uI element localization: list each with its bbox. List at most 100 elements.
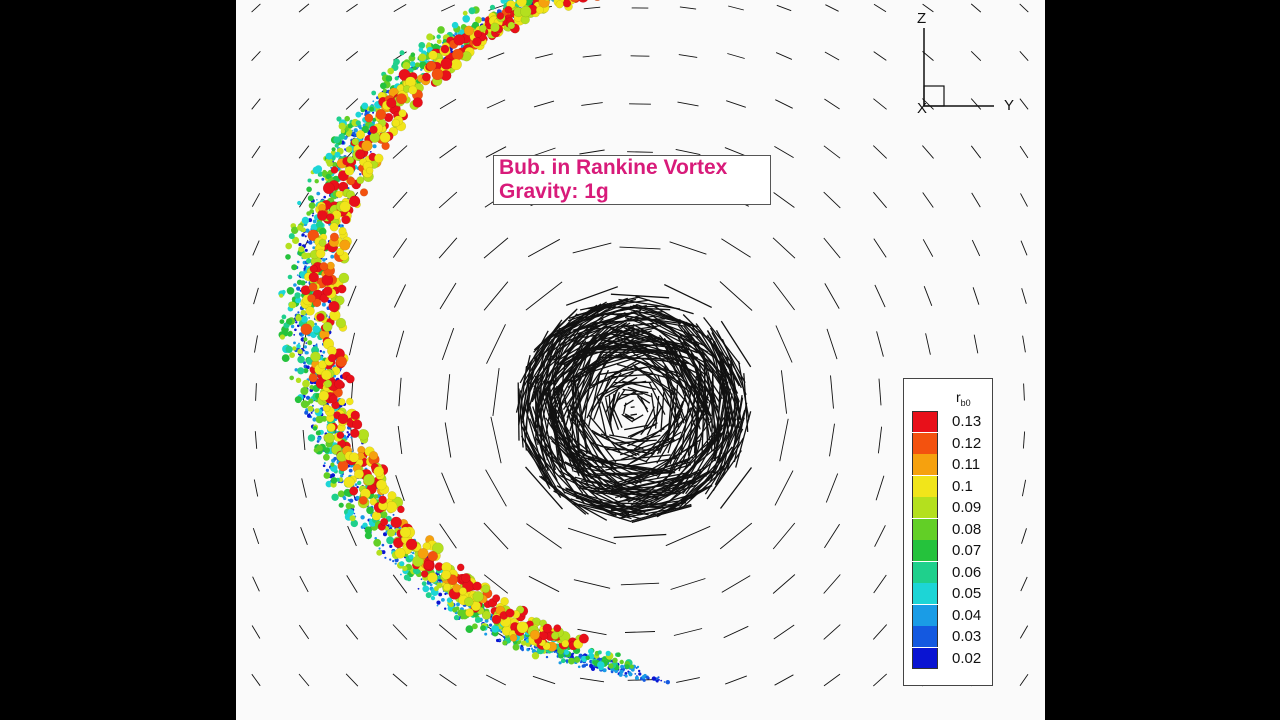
velocity-vector [970, 3, 982, 13]
velocity-vector [774, 674, 794, 686]
bubble [442, 39, 447, 43]
bubble [574, 657, 581, 663]
velocity-vector [392, 624, 408, 640]
velocity-vector [532, 675, 556, 685]
velocity-vector [677, 101, 699, 107]
bubble [309, 264, 318, 273]
bubble [561, 639, 570, 648]
velocity-vector [1020, 240, 1028, 256]
bubble [520, 5, 532, 18]
bubble [484, 632, 488, 636]
velocity-vector [878, 378, 882, 406]
bubble [373, 466, 385, 477]
bubble [331, 147, 336, 152]
bubble [542, 623, 553, 634]
bubble [315, 343, 318, 346]
bubble [300, 309, 307, 316]
bubble [288, 301, 296, 309]
bubble [307, 340, 313, 346]
bubble [502, 635, 505, 639]
velocity-vector [719, 522, 753, 550]
velocity-vector [299, 575, 309, 593]
velocity-vector [525, 466, 563, 510]
velocity-vector [555, 361, 566, 442]
bubble [308, 282, 318, 292]
velocity-vector [345, 673, 359, 687]
bubble [331, 161, 338, 168]
bubble [361, 102, 369, 110]
velocity-vector [971, 239, 981, 257]
velocity-vector [725, 675, 747, 685]
velocity-vector [724, 147, 748, 157]
velocity-vector [779, 418, 789, 462]
velocity-vector [559, 432, 622, 486]
bubble [395, 93, 408, 105]
bubble [303, 345, 307, 349]
bubble [301, 227, 306, 233]
velocity-vector [680, 451, 729, 503]
bubble [376, 549, 383, 556]
bubble [311, 214, 314, 217]
bubble [319, 350, 322, 353]
velocity-vector [1021, 528, 1027, 544]
velocity-vector [395, 475, 405, 501]
bubble [448, 601, 454, 608]
velocity-vector [772, 237, 796, 259]
velocity-vector [776, 4, 792, 12]
velocity-vector [713, 421, 741, 481]
velocity-vector [393, 4, 407, 12]
bubble [472, 37, 482, 47]
bubble [463, 596, 474, 607]
velocity-vector [251, 50, 261, 62]
bubble [326, 213, 335, 222]
bubble [564, 649, 570, 655]
bubble [422, 585, 430, 593]
bubble [323, 453, 330, 461]
velocity-vector [733, 374, 737, 441]
velocity-vector [483, 237, 509, 259]
velocity-vector [970, 50, 982, 62]
bubble [307, 178, 312, 183]
bubble [347, 509, 354, 516]
velocity-vector [299, 192, 309, 208]
velocity-vector [251, 193, 261, 207]
velocity-vector [873, 51, 887, 61]
velocity-vector [824, 283, 840, 309]
velocity-vector [486, 324, 506, 364]
bubble [343, 476, 355, 488]
velocity-vector [670, 578, 706, 590]
legend-label: 0.1 [952, 477, 973, 495]
velocity-vector [593, 311, 663, 316]
bubble [287, 274, 293, 280]
velocity-vector [570, 478, 647, 503]
velocity-vector [567, 299, 628, 322]
bubble [330, 477, 338, 484]
bubble [660, 679, 663, 682]
velocity-vector [348, 332, 356, 356]
bubble [412, 551, 415, 555]
velocity-vector [610, 500, 680, 511]
bubble [296, 274, 299, 276]
velocity-vector [631, 503, 692, 522]
legend-swatch [912, 432, 938, 454]
bubble [293, 341, 296, 345]
velocity-vector [635, 295, 694, 315]
bubble [314, 179, 319, 184]
bubble [304, 248, 308, 252]
bubble [359, 173, 362, 176]
bubble [312, 417, 317, 422]
velocity-vector [614, 460, 692, 487]
bubble [530, 647, 534, 650]
velocity-vector [485, 146, 507, 158]
legend-label: 0.04 [952, 606, 982, 624]
bubble [297, 200, 302, 206]
velocity-vector [636, 395, 649, 410]
velocity-vector [439, 145, 457, 159]
velocity-vector [701, 372, 706, 453]
bubble [550, 631, 560, 640]
bubble [339, 239, 351, 251]
velocity-vector [346, 575, 358, 593]
bubble [306, 241, 309, 244]
velocity-vector [620, 582, 660, 586]
velocity-vector [712, 437, 744, 492]
